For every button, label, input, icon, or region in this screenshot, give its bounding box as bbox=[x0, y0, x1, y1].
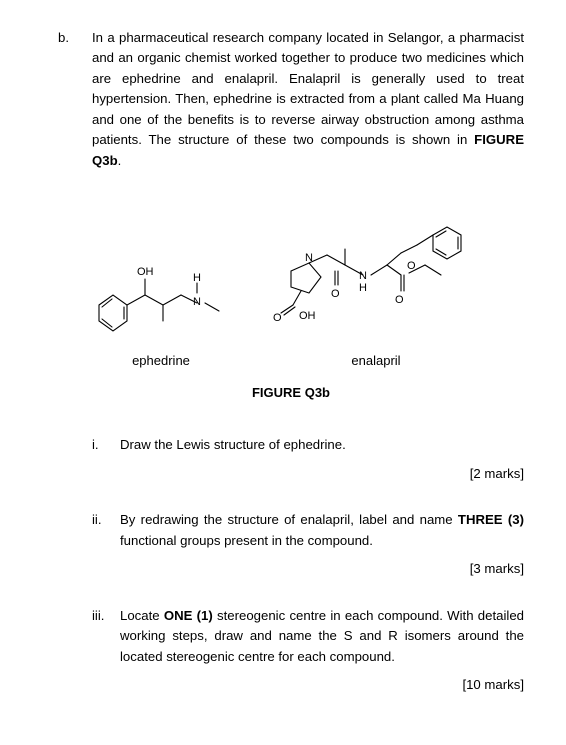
label-oh2: OH bbox=[299, 310, 316, 322]
subpart-iii-num: iii. bbox=[92, 606, 120, 626]
ephedrine-structure: OH H N bbox=[81, 235, 241, 345]
enalapril-structure: N O OH O N H O O bbox=[251, 205, 501, 345]
label-n3: N bbox=[359, 270, 367, 282]
subpart-iii-marks: [10 marks] bbox=[120, 675, 524, 695]
label-o2: O bbox=[331, 288, 340, 300]
label-oh: OH bbox=[137, 266, 154, 278]
subpart-i-num: i. bbox=[92, 435, 120, 455]
subpart-ii-post: functional groups present in the compoun… bbox=[120, 533, 373, 548]
subpart-iii-body: Locate ONE (1) stereogenic centre in eac… bbox=[120, 606, 524, 696]
figure-area: OH H N ephedrine bbox=[58, 205, 524, 371]
subpart-ii-body: By redrawing the structure of enalapril,… bbox=[120, 510, 524, 579]
page-container: b. In a pharmaceutical research company … bbox=[0, 0, 566, 724]
molecule-ephedrine: OH H N ephedrine bbox=[81, 235, 241, 371]
subpart-ii-marks: [3 marks] bbox=[120, 559, 524, 579]
label-n: N bbox=[193, 296, 201, 308]
subpart-iii: iii. Locate ONE (1) stereogenic centre i… bbox=[92, 606, 524, 696]
label-o1: O bbox=[273, 312, 282, 324]
subpart-iii-pre: Locate bbox=[120, 608, 164, 623]
label-o3: O bbox=[395, 294, 404, 306]
subpart-i-body: Draw the Lewis structure of ephedrine. [… bbox=[120, 435, 524, 484]
subpart-ii-bold: THREE (3) bbox=[458, 512, 524, 527]
subpart-iii-bold: ONE (1) bbox=[164, 608, 213, 623]
subpart-ii-pre: By redrawing the structure of enalapril,… bbox=[120, 512, 458, 527]
subpart-i-text: Draw the Lewis structure of ephedrine. bbox=[120, 437, 346, 452]
label-o4: O bbox=[407, 260, 416, 272]
subparts-container: i. Draw the Lewis structure of ephedrine… bbox=[58, 435, 524, 695]
label-n2: N bbox=[305, 252, 313, 264]
subpart-ii: ii. By redrawing the structure of enalap… bbox=[92, 510, 524, 579]
enalapril-label: enalapril bbox=[251, 351, 501, 371]
figure-caption: FIGURE Q3b bbox=[58, 383, 524, 403]
label-h2: H bbox=[359, 282, 367, 294]
question-row: b. In a pharmaceutical research company … bbox=[58, 28, 524, 171]
question-intro: In a pharmaceutical research company loc… bbox=[92, 28, 524, 171]
intro-tail: . bbox=[118, 153, 122, 168]
question-letter: b. bbox=[58, 28, 92, 48]
intro-text: In a pharmaceutical research company loc… bbox=[92, 30, 524, 147]
label-h: H bbox=[193, 272, 201, 284]
subpart-ii-num: ii. bbox=[92, 510, 120, 530]
molecule-enalapril: N O OH O N H O O enalapril bbox=[251, 205, 501, 371]
subpart-i-marks: [2 marks] bbox=[120, 464, 524, 484]
subpart-i: i. Draw the Lewis structure of ephedrine… bbox=[92, 435, 524, 484]
ephedrine-label: ephedrine bbox=[81, 351, 241, 371]
